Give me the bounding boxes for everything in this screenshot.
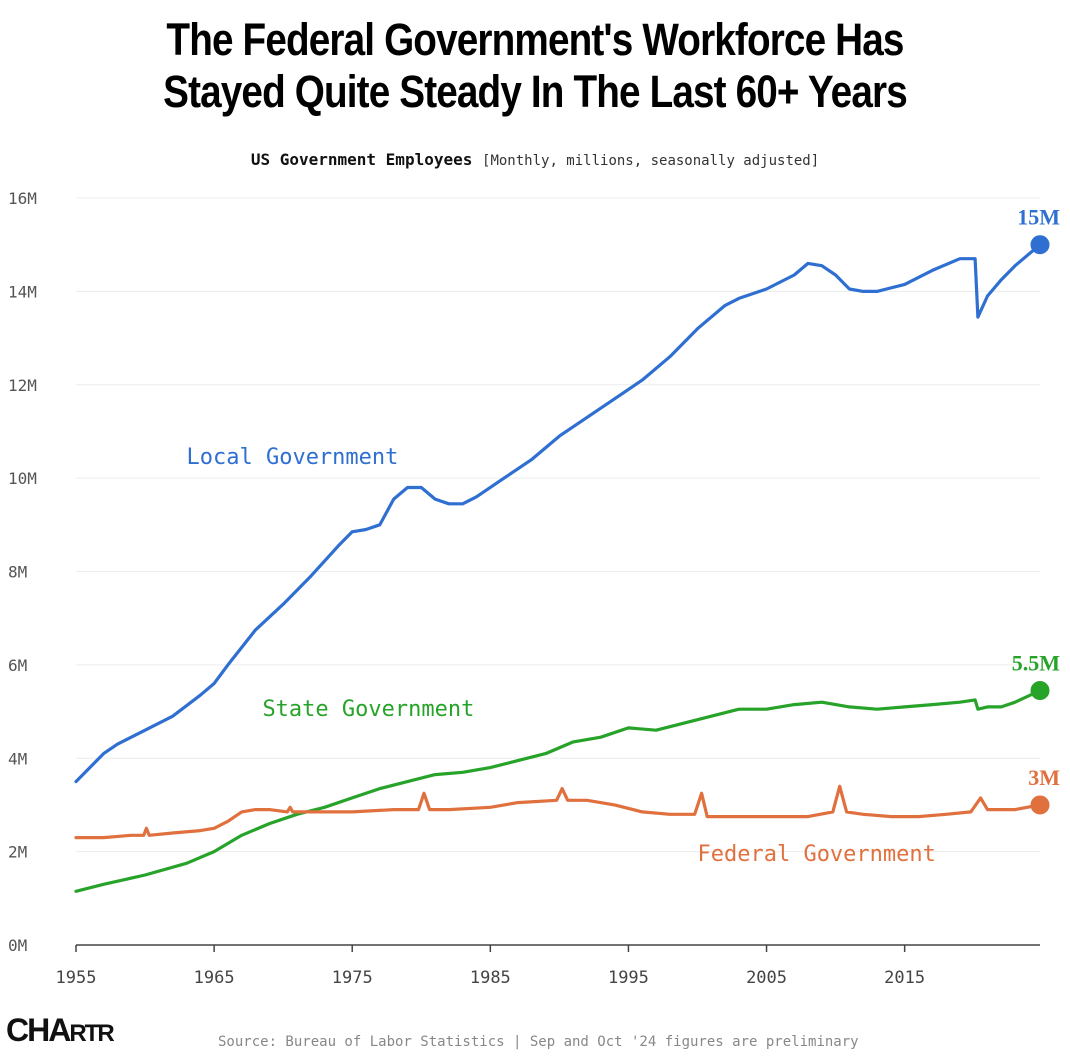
x-tick-label-1995: 1995 — [608, 968, 649, 988]
x-tick-label-1965: 1965 — [194, 968, 235, 988]
title-line-2: Stayed Quite Steady In The Last 60+ Year… — [163, 66, 908, 117]
y-tick-label-6M: 6M — [8, 656, 27, 675]
y-tick-label-14M: 14M — [8, 282, 37, 301]
logo-text-big: CHA — [6, 1012, 71, 1048]
end-marker-state-government — [1030, 681, 1050, 701]
y-axis-ticks: 0M 2M 4M 6M 8M 10M 12M 14M 16M — [8, 189, 37, 955]
series-lines — [74, 235, 1050, 893]
series-line-local-government — [74, 243, 1042, 784]
logo-text-small: RTR — [69, 1020, 114, 1047]
y-tick-label-0M: 0M — [8, 936, 27, 955]
y-tick-label-10M: 10M — [8, 469, 37, 488]
chart-subtitle: US Government Employees [Monthly, millio… — [0, 150, 1070, 169]
series-line-state-government — [74, 688, 1042, 893]
y-tick-label-2M: 2M — [8, 843, 27, 862]
title-line-1: The Federal Government's Workforce Has — [166, 14, 904, 65]
y-tick-label-16M: 16M — [8, 189, 37, 208]
chart-title: The Federal Government's Workforce Has S… — [75, 14, 995, 118]
x-tick-label-1985: 1985 — [470, 968, 511, 988]
subtitle-units: [Monthly, millions, seasonally adjusted] — [482, 153, 820, 169]
end-value-label-local-government: 15M — [1017, 205, 1060, 230]
grid-lines — [76, 197, 1040, 853]
x-tick-label-2005: 2005 — [746, 968, 787, 988]
series-line-federal-government — [74, 784, 1042, 840]
source-note: Source: Bureau of Labor Statistics | Sep… — [218, 1034, 859, 1050]
y-tick-label-4M: 4M — [8, 749, 27, 768]
end-value-label-state-government: 5.5M — [1012, 651, 1061, 676]
x-tick-label-2015: 2015 — [884, 968, 925, 988]
chartr-logo: CHARTR — [6, 1012, 115, 1049]
series-labels: 15M 5.5M 3M Local Government State Governmen… — [186, 205, 1060, 867]
subtitle-text: US Government Employees — [250, 150, 473, 169]
annotation-state-government: State Government — [262, 697, 474, 722]
x-tick-label-1955: 1955 — [56, 968, 97, 988]
end-value-label-federal-government: 3M — [1028, 765, 1060, 790]
end-marker-local-government — [1030, 235, 1050, 255]
y-tick-label-8M: 8M — [8, 563, 27, 582]
end-marker-federal-government — [1030, 795, 1050, 815]
y-tick-label-12M: 12M — [8, 376, 37, 395]
annotation-local-government: Local Government — [186, 445, 398, 470]
annotation-federal-government: Federal Government — [697, 842, 935, 867]
x-tick-label-1975: 1975 — [332, 968, 373, 988]
x-axis: 1955 1965 1975 1985 1995 2005 2015 — [56, 944, 1040, 988]
